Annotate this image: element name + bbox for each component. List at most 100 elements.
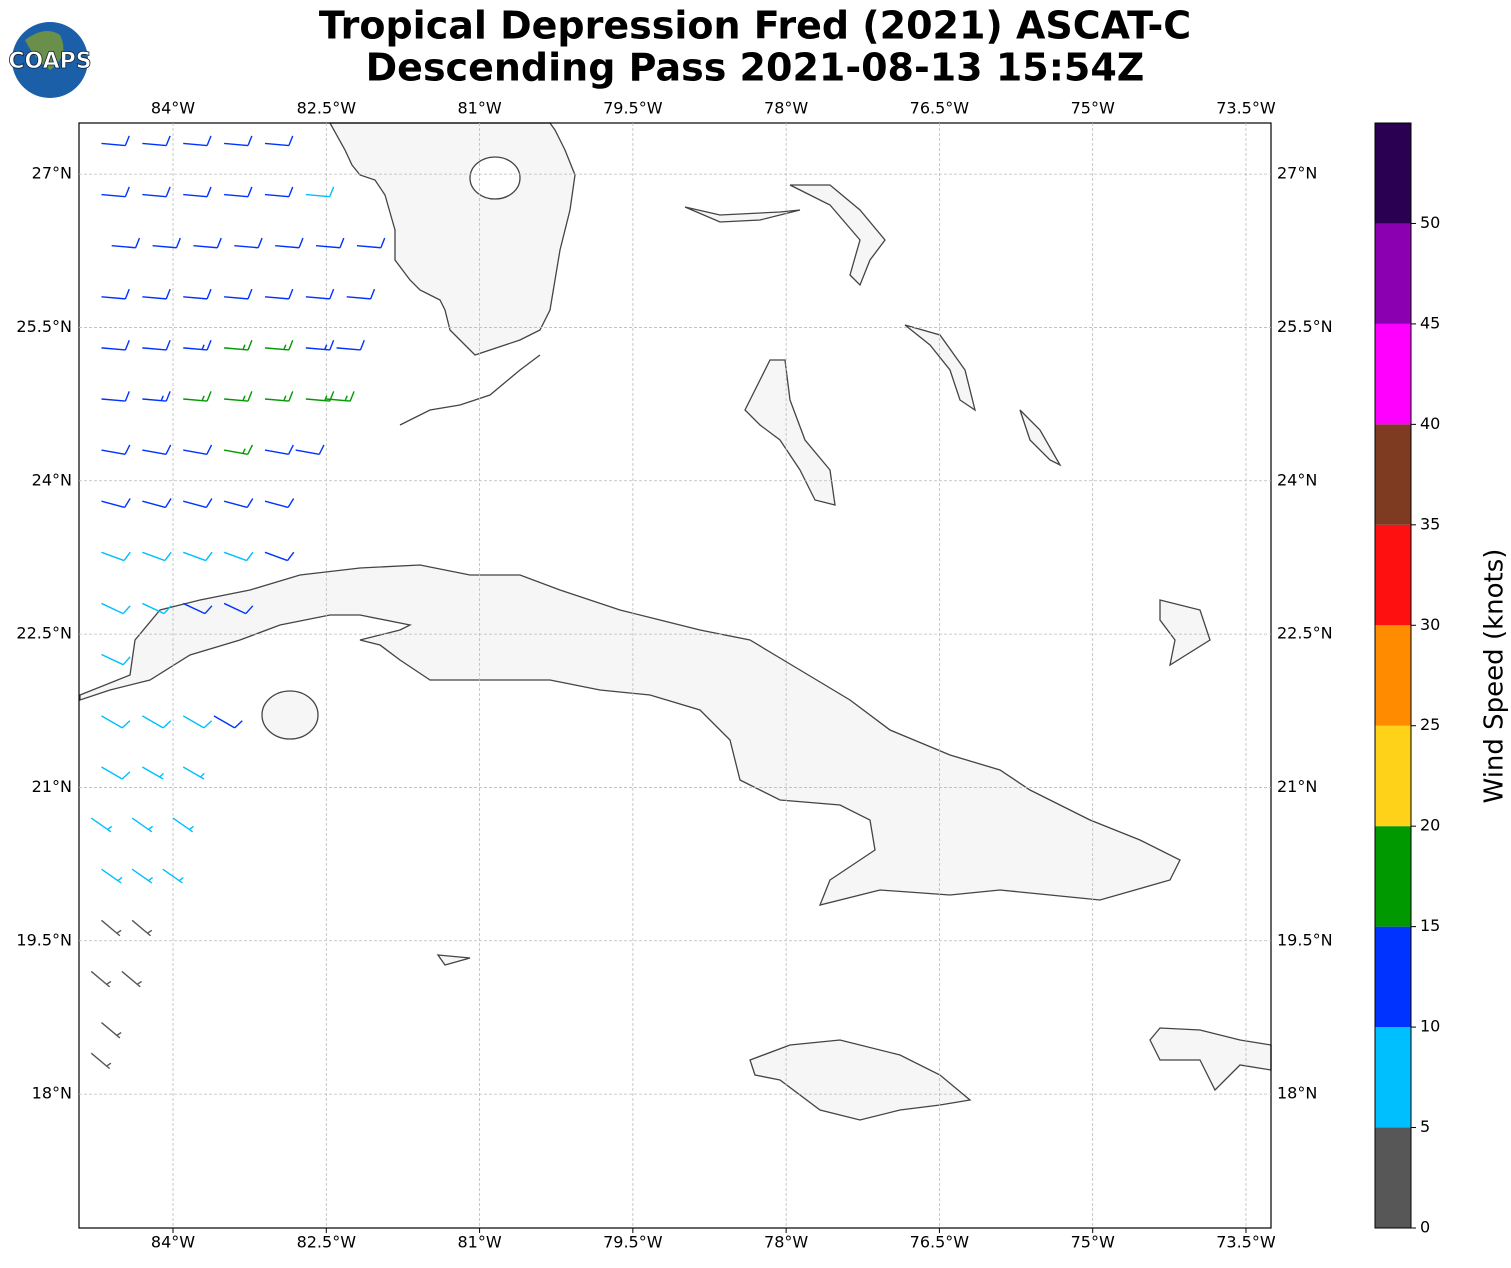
lon-tick-label: 76.5°W (910, 1233, 970, 1252)
wind-barb (183, 135, 212, 147)
wind-barb (121, 970, 142, 988)
wind-barb (131, 919, 153, 937)
colorbar-tick-label: 15 (1420, 916, 1440, 935)
lat-tick-label: 27°N (1277, 164, 1317, 183)
lat-tick-label: 18°N (1277, 1084, 1317, 1103)
logo-text: COAPS (8, 49, 91, 74)
colorbar-segment (1375, 625, 1411, 726)
colorbar-tick-label: 20 (1420, 816, 1440, 835)
wind-barb (193, 237, 222, 249)
lon-tick-label: 78°W (764, 99, 808, 118)
wind-barb (264, 391, 294, 402)
colorbar-segment (1375, 524, 1411, 626)
wind-barb (183, 288, 212, 300)
colorbar-tick-label: 40 (1420, 414, 1440, 433)
map-frame (78, 122, 1272, 1229)
wind-barb (101, 551, 131, 562)
wind-barb (223, 444, 254, 455)
wind-barb (142, 135, 171, 147)
lon-tick-label: 75°W (1071, 1233, 1115, 1252)
wind-barb (101, 1022, 122, 1039)
isle-of-youth (261, 690, 319, 740)
abaco (789, 184, 886, 287)
wind-barb (101, 288, 130, 300)
wind-barb (183, 391, 212, 402)
wind-barb (101, 868, 123, 884)
wind-barb (101, 602, 131, 615)
title: Descending Pass 2021-08-13 15:54Z (366, 46, 1145, 90)
wind-barb (224, 288, 253, 300)
colorbar-segment (1375, 725, 1411, 827)
long-island (1019, 409, 1062, 467)
wind-barb (264, 551, 295, 562)
colorbar-segment (1375, 424, 1411, 525)
wind-barb (264, 288, 294, 300)
wind-barb (264, 186, 294, 198)
wind-barb (336, 340, 365, 351)
wind-barb (275, 237, 304, 249)
wind-barb (142, 498, 172, 509)
lon-tick-label: 82.5°W (297, 1233, 357, 1252)
wind-barb (234, 237, 263, 249)
wind-barb (90, 817, 113, 833)
wind-barb (111, 237, 141, 249)
wind-barb (101, 391, 130, 402)
hispaniola (1149, 1027, 1272, 1092)
logo-land (25, 31, 64, 70)
wind-barb (182, 766, 205, 780)
wind-barb (101, 498, 131, 509)
wind-barb (101, 766, 131, 780)
lon-tick-label: 73.5°W (1216, 99, 1276, 118)
lon-tick-label: 73.5°W (1216, 1233, 1276, 1252)
wind-barb (131, 817, 154, 833)
wind-barb (152, 237, 181, 249)
wind-barb (183, 444, 213, 455)
colorbar-segment (1375, 826, 1411, 927)
keys (399, 354, 541, 426)
colorbar-tick-label: 0 (1420, 1218, 1430, 1237)
lon-tick-label: 75°W (1071, 99, 1115, 118)
lon-tick-label: 79.5°W (603, 99, 663, 118)
wind-barb (316, 237, 345, 249)
lat-tick-label: 22.5°N (16, 624, 72, 643)
lon-tick-label: 78°W (764, 1233, 808, 1252)
colorbar-segment (1375, 1127, 1411, 1228)
wind-barb (101, 715, 131, 729)
wind-barb (101, 186, 130, 198)
wind-barb (142, 444, 172, 455)
wind-barb (264, 135, 294, 147)
lon-tick-label: 79.5°W (603, 1233, 663, 1252)
wind-barb (182, 551, 213, 562)
colorbar-segment (1375, 223, 1411, 324)
wind-barb (142, 766, 164, 780)
wind-barb (142, 551, 172, 562)
wind-barb (326, 391, 355, 402)
cuba (79, 564, 1181, 906)
jamaica (749, 1039, 972, 1121)
wind-barb (356, 237, 386, 249)
wind-barb (213, 715, 243, 729)
wind-barb (305, 186, 335, 198)
wind-barb (162, 868, 184, 884)
andros (744, 359, 836, 506)
wind-barb (305, 340, 335, 351)
wind-barb (142, 186, 171, 198)
colorbar-segment (1375, 123, 1411, 224)
wind-barb (305, 288, 335, 300)
wind-barb (224, 391, 253, 402)
wind-barb (142, 715, 172, 729)
lon-tick-label: 84°W (151, 1233, 195, 1252)
colorbar-segment (1375, 1027, 1411, 1128)
wind-barb (182, 715, 213, 729)
lon-tick-label: 81°W (457, 1233, 501, 1252)
florida (328, 122, 576, 356)
colorbar-tick-label: 5 (1420, 1117, 1430, 1136)
lat-tick-label: 18°N (32, 1084, 72, 1103)
land (79, 122, 1272, 1121)
wind-barb (224, 186, 253, 198)
wind-barb (183, 340, 212, 351)
wind-barb (101, 340, 130, 351)
lat-tick-label: 25.5°N (1277, 317, 1333, 336)
wind-barb (101, 919, 122, 937)
colorbar-tick-label: 50 (1420, 213, 1440, 232)
